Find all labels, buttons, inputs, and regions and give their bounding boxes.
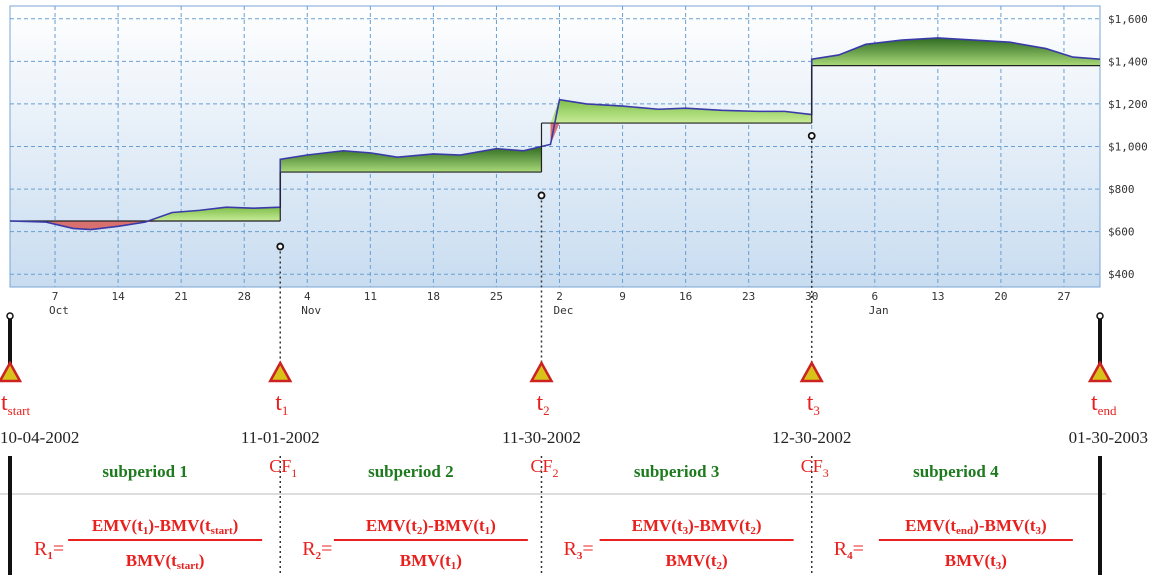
x-tick-label: 28 bbox=[238, 290, 251, 303]
y-tick-label: $600 bbox=[1108, 226, 1135, 239]
x-month-label: Oct bbox=[49, 304, 69, 317]
y-tick-label: $1,400 bbox=[1108, 55, 1148, 68]
time-marker-icon bbox=[799, 360, 824, 383]
y-tick-label: $1,200 bbox=[1108, 98, 1148, 111]
loss-area bbox=[10, 221, 281, 230]
x-tick-label: 9 bbox=[619, 290, 626, 303]
area-series bbox=[9, 37, 1101, 231]
time-marker-icon bbox=[268, 360, 293, 383]
y-tick-label: $1,000 bbox=[1108, 141, 1148, 154]
x-tick-label: 11 bbox=[364, 290, 377, 303]
x-tick-label: 14 bbox=[111, 290, 125, 303]
x-tick-label: 21 bbox=[175, 290, 188, 303]
time-label: t3 bbox=[807, 390, 820, 418]
x-tick-label: 2 bbox=[556, 290, 563, 303]
formula-denominator: BMV(t2) bbox=[666, 551, 728, 572]
cash-flow-label: CF1 bbox=[269, 456, 297, 480]
x-tick-label: 20 bbox=[994, 290, 1007, 303]
formula-numerator: EMV(t1)-BMV(tstart) bbox=[92, 516, 238, 537]
x-tick-label: 4 bbox=[304, 290, 311, 303]
x-tick-label: 18 bbox=[427, 290, 440, 303]
subperiod-label: subperiod 4 bbox=[913, 462, 999, 481]
y-axis: $400 $600 $800 $1,000 $1,200 $1,400 $1,600 bbox=[1108, 13, 1148, 281]
subperiod-label: subperiod 3 bbox=[634, 462, 720, 481]
formula-lhs: R2= bbox=[302, 538, 332, 562]
marker-point bbox=[276, 242, 285, 251]
cash-flow-label: CF2 bbox=[530, 456, 558, 480]
marker-point bbox=[537, 191, 546, 200]
timeline-endpoint bbox=[1096, 312, 1104, 320]
formula-denominator: BMV(t3) bbox=[945, 551, 1007, 572]
time-label: t2 bbox=[536, 390, 549, 418]
gain-area bbox=[811, 37, 1100, 66]
time-label: tend bbox=[1091, 390, 1117, 418]
date-label: 11-30-2002 bbox=[502, 428, 581, 447]
date-label: 12-30-2002 bbox=[772, 428, 851, 447]
subperiod-label: subperiod 1 bbox=[102, 462, 188, 481]
timeline-endpoint bbox=[6, 312, 14, 320]
time-marker-icon bbox=[529, 360, 554, 383]
cash-flow-label: CF3 bbox=[801, 456, 829, 480]
formula-denominator: BMV(tstart) bbox=[126, 551, 205, 572]
date-label: 01-30-2003 bbox=[1069, 428, 1148, 447]
x-month-label: Nov bbox=[301, 304, 321, 317]
formula-numerator: EMV(tend)-BMV(t3) bbox=[905, 516, 1047, 537]
y-tick-label: $1,600 bbox=[1108, 13, 1148, 26]
formula-lhs: R1= bbox=[34, 538, 64, 562]
x-tick-label: 25 bbox=[490, 290, 503, 303]
time-marker-icon bbox=[1087, 360, 1113, 383]
time-label: tstart bbox=[1, 390, 30, 418]
date-label: 11-01-2002 bbox=[241, 428, 320, 447]
formula-numerator: EMV(t2)-BMV(t1) bbox=[366, 516, 496, 537]
date-label: 10-04-2002 bbox=[0, 428, 79, 447]
formula-lhs: R4= bbox=[834, 538, 864, 562]
gain-area bbox=[550, 99, 812, 124]
formula-numerator: EMV(t3)-BMV(t2) bbox=[632, 516, 762, 537]
marker-point bbox=[807, 131, 816, 140]
x-month-label: Dec bbox=[554, 304, 574, 317]
x-tick-label: 27 bbox=[1057, 290, 1070, 303]
x-tick-label: 6 bbox=[871, 290, 878, 303]
gain-area bbox=[10, 207, 281, 222]
y-tick-label: $400 bbox=[1108, 268, 1135, 281]
x-month-label: Jan bbox=[869, 304, 889, 317]
timeline-guides bbox=[276, 131, 816, 575]
formula-lhs: R3= bbox=[563, 538, 593, 562]
formula-denominator: BMV(t1) bbox=[400, 551, 462, 572]
x-tick-label: 16 bbox=[679, 290, 692, 303]
time-label: t1 bbox=[275, 390, 288, 418]
x-tick-label: 23 bbox=[742, 290, 755, 303]
formulas: R1= EMV(t1)-BMV(tstart) BMV(tstart) R2= EMV(… bbox=[34, 516, 1073, 572]
x-tick-label: 13 bbox=[931, 290, 944, 303]
time-marker-icon bbox=[0, 360, 23, 383]
y-tick-label: $800 bbox=[1108, 183, 1135, 196]
x-tick-label: 7 bbox=[52, 290, 59, 303]
timeline: tstart 10-04-2002 t1 11-01-2002 t2 11-30-2002… bbox=[0, 312, 1148, 575]
subperiod-label: subperiod 2 bbox=[368, 462, 454, 481]
